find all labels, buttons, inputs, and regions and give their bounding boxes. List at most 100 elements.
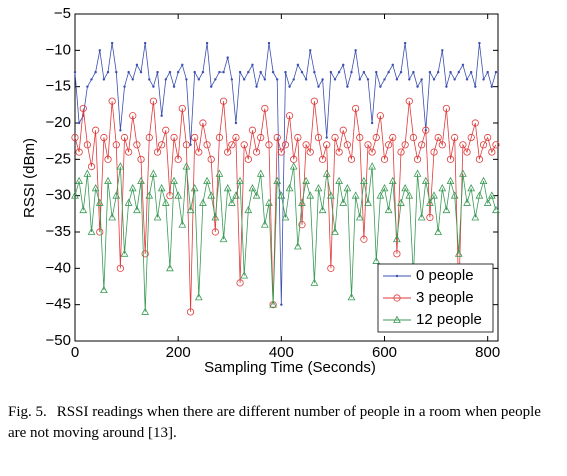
marker [265,141,273,149]
marker [193,70,196,74]
marker [475,155,484,163]
marker [185,78,188,81]
marker [205,41,209,45]
x-tick-label: 0 [71,344,79,361]
x-axis-label: Sampling Time (Seconds) [204,359,376,376]
marker [226,56,229,59]
marker [397,198,405,206]
marker [244,205,253,214]
marker [325,136,328,139]
marker [434,227,443,235]
marker [422,126,430,134]
marker [302,141,310,149]
marker [170,176,178,185]
marker [310,97,318,105]
marker [395,78,399,81]
marker [223,184,232,192]
marker [232,191,240,199]
marker [293,242,302,250]
marker [368,162,376,170]
marker [116,264,124,272]
marker [87,227,96,235]
marker [393,315,401,323]
marker [203,176,211,185]
marker [339,126,347,134]
y-tick-label: −25 [46,150,71,167]
marker [321,78,324,81]
marker [405,97,413,105]
marker [267,41,271,45]
marker [106,70,110,74]
marker [71,133,79,142]
marker [269,300,277,308]
marker [300,70,304,74]
marker [292,78,295,81]
marker [350,70,353,74]
marker [442,104,451,113]
marker [492,205,500,214]
marker [329,70,333,74]
marker [207,155,215,163]
marker [252,191,261,199]
marker [337,70,341,74]
marker [426,198,434,206]
marker [331,133,339,142]
marker [240,141,248,149]
marker [256,169,265,177]
marker [379,85,382,88]
marker [351,191,360,199]
marker [127,70,130,74]
marker [492,141,500,149]
marker [260,220,269,228]
marker [395,274,399,278]
marker [116,162,125,170]
marker [393,234,401,243]
marker [296,63,300,67]
marker [314,184,323,192]
marker [214,78,217,81]
marker [475,191,484,199]
marker [355,213,364,221]
marker [370,121,374,125]
marker [362,70,366,74]
marker [190,184,199,192]
marker [285,112,294,120]
marker [152,85,155,88]
marker [478,41,481,45]
marker [156,70,159,74]
marker [281,141,290,149]
marker [186,308,195,316]
marker [488,148,496,156]
marker [115,70,118,74]
chart: Sampling Time (Seconds) RSSI (dBm) −50−4… [21,5,500,376]
marker [339,198,348,206]
marker [145,191,154,199]
marker [449,70,452,74]
marker [445,85,448,88]
marker [257,133,265,142]
marker [494,70,498,74]
marker [215,169,224,177]
marker [178,220,187,228]
marker [412,70,415,74]
marker [306,191,315,199]
marker [471,213,480,221]
marker [430,148,438,156]
y-tick-label: −30 [46,187,71,204]
marker [211,228,219,236]
marker [75,148,83,156]
marker [195,148,203,156]
marker [236,279,244,287]
marker [157,184,166,192]
marker [211,213,220,221]
caption-text: RSSI readings when there are different n… [8,404,541,441]
marker [153,148,162,156]
y-tick-label: −45 [46,296,71,313]
marker [77,121,81,125]
marker [490,85,494,88]
marker [120,133,129,142]
marker [483,198,492,206]
marker [376,112,384,120]
marker [405,191,414,199]
marker [430,191,438,199]
